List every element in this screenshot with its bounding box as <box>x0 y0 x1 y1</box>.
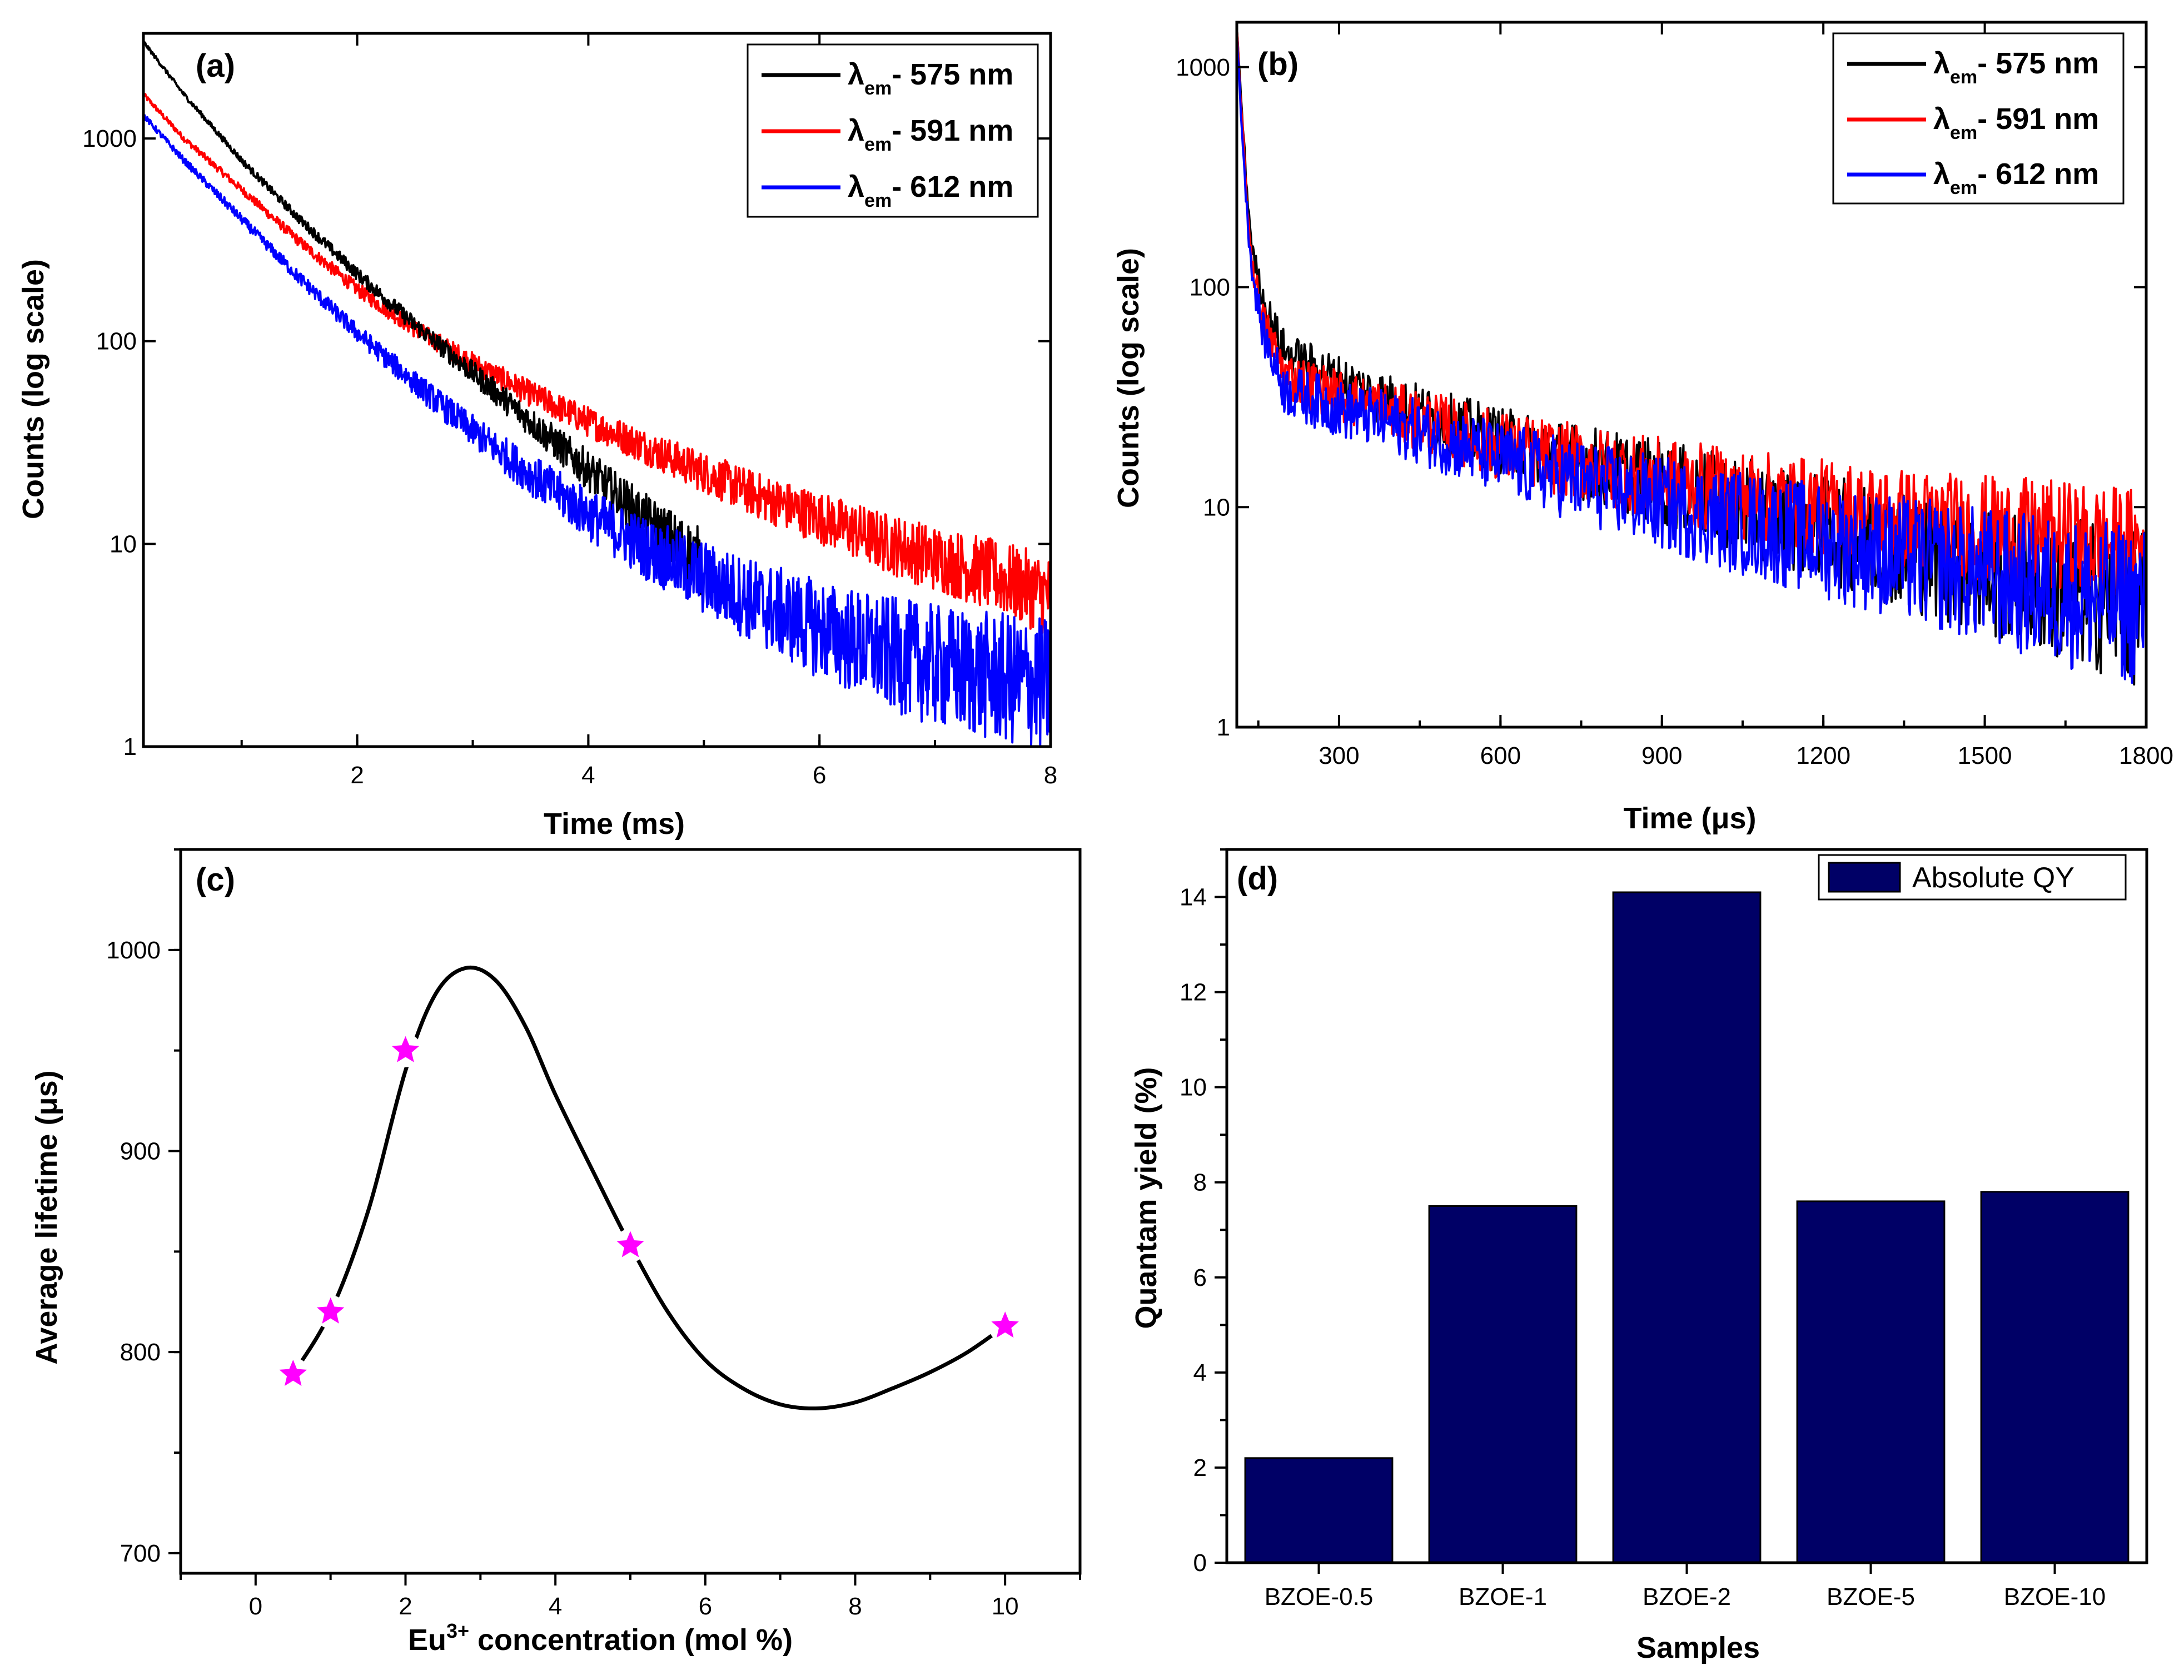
x-tick-label: 600 <box>1480 742 1521 769</box>
panel-c-ticks: 0 2 4 6 8 10 700 800 900 1000 <box>106 848 1081 1620</box>
x-tick-label: BZOE-5 <box>1827 1583 1915 1611</box>
panel-a-label: (a) <box>196 48 235 84</box>
series-line-591-nm <box>143 92 1051 634</box>
panel-b-legend-entry-612: λem- 612 nm <box>1933 157 2099 198</box>
star-point <box>991 1311 1019 1338</box>
panel-d: BZOE-0.5 BZOE-1 BZOE-2 BZOE-5 BZOE-10 0 2 4 6 8 10… <box>1130 848 2148 1664</box>
bar-BZOE-1 <box>1428 1205 1578 1564</box>
panel-a-series-group <box>143 40 1051 747</box>
series-line-612-nm <box>1237 30 2146 684</box>
series-line-575-nm <box>143 40 705 595</box>
y-tick-label: 2 <box>1193 1454 1207 1482</box>
panel-d-bars <box>1244 891 2130 1564</box>
x-tick-label: BZOE-2 <box>1643 1583 1731 1611</box>
panel-d-legend: Absolute QY <box>1818 854 2127 901</box>
panel-b-label: (b) <box>1257 46 1299 82</box>
panel-a-legend-entry-591: λem- 591 nm <box>848 114 1013 155</box>
x-tick-label: 2 <box>399 1593 412 1620</box>
x-tick-label: 6 <box>813 762 826 789</box>
y-tick-label: 1 <box>123 733 137 761</box>
x-tick-label: 900 <box>1641 742 1682 769</box>
star-point <box>279 1359 307 1386</box>
star-point <box>316 1297 345 1324</box>
panel-a-legend: λem- 575 nm λem- 591 nm λem- 612 nm <box>747 43 1039 218</box>
panel-a-legend-entry-575: λem- 575 nm <box>848 58 1013 99</box>
panel-b-xlabel: Time (μs) <box>1623 802 1756 835</box>
panel-c-xlabel: Eu3+ concentration (mol %) <box>408 1619 793 1657</box>
x-tick-label: 1500 <box>1958 742 2012 769</box>
y-tick-label: 1000 <box>106 937 161 964</box>
bar-BZOE-10 <box>1980 1191 2130 1564</box>
panel-b: 300 600 900 1200 1500 1800 1 10 100 1000 (b) Time… <box>1112 21 2173 835</box>
panel-a-xlabel: Time (ms) <box>544 807 685 841</box>
x-tick-label: 0 <box>249 1593 262 1620</box>
y-tick-label: 0 <box>1193 1549 1207 1577</box>
panel-b-legend: λem- 575 nm λem- 591 nm λem- 612 nm <box>1832 32 2125 205</box>
panel-b-legend-entry-591: λem- 591 nm <box>1933 102 2099 143</box>
panel-b-frame <box>1235 21 2148 729</box>
panel-a-ylabel: Counts (log scale) <box>17 259 50 519</box>
panel-a-ticks: 2 4 6 8 1 10 100 1000 <box>82 33 1057 789</box>
x-tick-label: BZOE-10 <box>2004 1583 2106 1611</box>
y-tick-label: 100 <box>1190 274 1230 301</box>
y-tick-label: 1000 <box>82 125 137 152</box>
fit-curve <box>291 965 1007 1411</box>
panel-b-ticks: 300 600 900 1200 1500 1800 1 10 100 1000 <box>1176 22 2173 769</box>
x-tick-label: 300 <box>1319 742 1359 769</box>
panel-c-label: (c) <box>196 862 235 898</box>
x-tick-label: BZOE-1 <box>1459 1583 1547 1611</box>
bar-BZOE-2 <box>1612 891 1762 1564</box>
panel-b-series-group <box>1237 25 2146 686</box>
panel-d-legend-entry: Absolute QY <box>1912 862 2074 894</box>
y-tick-label: 10 <box>1180 1074 1207 1101</box>
y-tick-label: 12 <box>1180 979 1207 1006</box>
series-line-612-nm <box>143 114 1051 747</box>
y-tick-label: 10 <box>1203 494 1230 521</box>
x-tick-label: 6 <box>699 1593 712 1620</box>
bar-BZOE-0.5 <box>1244 1457 1394 1564</box>
panel-d-ylabel: Quantam yield (%) <box>1130 1067 1163 1329</box>
star-point <box>391 1036 420 1062</box>
panel-a-legend-entry-612: λem- 612 nm <box>848 170 1013 211</box>
x-tick-label: 10 <box>992 1593 1019 1620</box>
panel-d-ticks: BZOE-0.5 BZOE-1 BZOE-2 BZOE-5 BZOE-10 0 2 4 6 8 10… <box>1180 848 2106 1611</box>
x-tick-label: 1200 <box>1796 742 1850 769</box>
x-tick-label: 4 <box>581 762 595 789</box>
panel-c: 0 2 4 6 8 10 700 800 900 1000 (c) Eu3+ concentrat… <box>30 848 1082 1657</box>
panel-c-plot <box>276 965 1022 1411</box>
panel-a-frame <box>142 32 1052 748</box>
x-tick-label: BZOE-0.5 <box>1265 1583 1374 1611</box>
y-tick-label: 900 <box>120 1138 161 1165</box>
panel-b-ylabel: Counts (log scale) <box>1112 248 1145 508</box>
panel-d-label: (d) <box>1237 861 1278 897</box>
panel-c-ylabel: Average lifetime (μs) <box>30 1070 63 1364</box>
x-tick-label: 1800 <box>2119 742 2173 769</box>
y-tick-label: 800 <box>120 1339 161 1366</box>
y-tick-label: 100 <box>96 328 137 355</box>
y-tick-label: 14 <box>1180 884 1207 911</box>
x-tick-label: 8 <box>848 1593 862 1620</box>
panel-b-legend-entry-575: λem- 575 nm <box>1933 47 2099 88</box>
x-tick-label: 4 <box>549 1593 562 1620</box>
star-point <box>616 1231 644 1257</box>
y-tick-label: 8 <box>1193 1169 1207 1196</box>
y-tick-label: 1000 <box>1176 54 1230 81</box>
panel-d-xlabel: Samples <box>1636 1631 1760 1664</box>
y-tick-label: 6 <box>1193 1264 1207 1291</box>
bar-BZOE-5 <box>1796 1200 1946 1564</box>
panel-d-legend-swatch <box>1828 862 1901 893</box>
panel-a: 2 4 6 8 1 10 100 1000 (a) Time (ms) Counts (log… <box>17 32 1057 841</box>
x-tick-label: 8 <box>1044 762 1057 789</box>
y-tick-label: 10 <box>110 530 137 558</box>
y-tick-label: 700 <box>120 1540 161 1567</box>
panel-c-frame <box>179 848 1082 1575</box>
y-tick-label: 4 <box>1193 1359 1207 1386</box>
y-tick-label: 1 <box>1217 714 1230 741</box>
x-tick-label: 2 <box>350 762 364 789</box>
